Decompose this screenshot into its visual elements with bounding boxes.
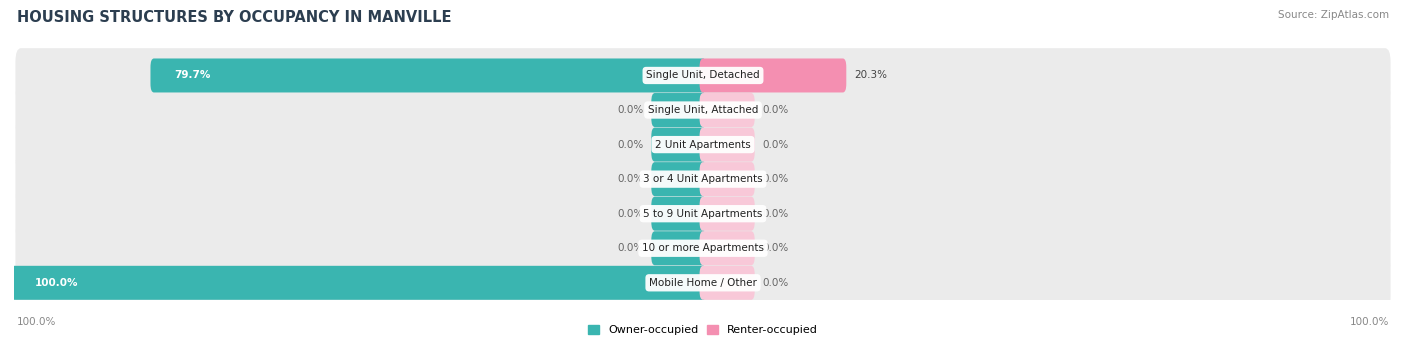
- FancyBboxPatch shape: [150, 58, 706, 92]
- Text: 3 or 4 Unit Apartments: 3 or 4 Unit Apartments: [643, 174, 763, 184]
- FancyBboxPatch shape: [15, 83, 1391, 137]
- FancyBboxPatch shape: [15, 255, 1391, 310]
- Text: 0.0%: 0.0%: [617, 209, 644, 219]
- FancyBboxPatch shape: [700, 58, 846, 92]
- Text: 0.0%: 0.0%: [617, 139, 644, 150]
- Text: 0.0%: 0.0%: [762, 174, 789, 184]
- Text: Mobile Home / Other: Mobile Home / Other: [650, 278, 756, 288]
- Text: 0.0%: 0.0%: [762, 243, 789, 253]
- FancyBboxPatch shape: [651, 162, 706, 196]
- Text: 100.0%: 100.0%: [35, 278, 79, 288]
- FancyBboxPatch shape: [700, 162, 755, 196]
- Text: 10 or more Apartments: 10 or more Apartments: [643, 243, 763, 253]
- Text: Single Unit, Detached: Single Unit, Detached: [647, 71, 759, 80]
- FancyBboxPatch shape: [700, 231, 755, 265]
- FancyBboxPatch shape: [15, 48, 1391, 103]
- FancyBboxPatch shape: [700, 266, 755, 300]
- FancyBboxPatch shape: [651, 197, 706, 231]
- FancyBboxPatch shape: [15, 117, 1391, 172]
- Text: 0.0%: 0.0%: [617, 174, 644, 184]
- Text: Source: ZipAtlas.com: Source: ZipAtlas.com: [1278, 10, 1389, 20]
- Text: 20.3%: 20.3%: [853, 71, 887, 80]
- FancyBboxPatch shape: [11, 266, 706, 300]
- FancyBboxPatch shape: [651, 93, 706, 127]
- FancyBboxPatch shape: [15, 152, 1391, 206]
- Text: 0.0%: 0.0%: [762, 209, 789, 219]
- FancyBboxPatch shape: [15, 187, 1391, 241]
- FancyBboxPatch shape: [15, 221, 1391, 276]
- FancyBboxPatch shape: [651, 128, 706, 162]
- Text: 0.0%: 0.0%: [762, 139, 789, 150]
- FancyBboxPatch shape: [700, 93, 755, 127]
- Text: 100.0%: 100.0%: [1350, 317, 1389, 327]
- Text: 79.7%: 79.7%: [174, 71, 211, 80]
- Text: HOUSING STRUCTURES BY OCCUPANCY IN MANVILLE: HOUSING STRUCTURES BY OCCUPANCY IN MANVI…: [17, 10, 451, 25]
- Text: 100.0%: 100.0%: [17, 317, 56, 327]
- Legend: Owner-occupied, Renter-occupied: Owner-occupied, Renter-occupied: [588, 325, 818, 336]
- Text: Single Unit, Attached: Single Unit, Attached: [648, 105, 758, 115]
- FancyBboxPatch shape: [651, 231, 706, 265]
- Text: 2 Unit Apartments: 2 Unit Apartments: [655, 139, 751, 150]
- Text: 0.0%: 0.0%: [762, 278, 789, 288]
- Text: 0.0%: 0.0%: [762, 105, 789, 115]
- Text: 5 to 9 Unit Apartments: 5 to 9 Unit Apartments: [644, 209, 762, 219]
- Text: 0.0%: 0.0%: [617, 105, 644, 115]
- FancyBboxPatch shape: [700, 197, 755, 231]
- Text: 0.0%: 0.0%: [617, 243, 644, 253]
- FancyBboxPatch shape: [700, 128, 755, 162]
